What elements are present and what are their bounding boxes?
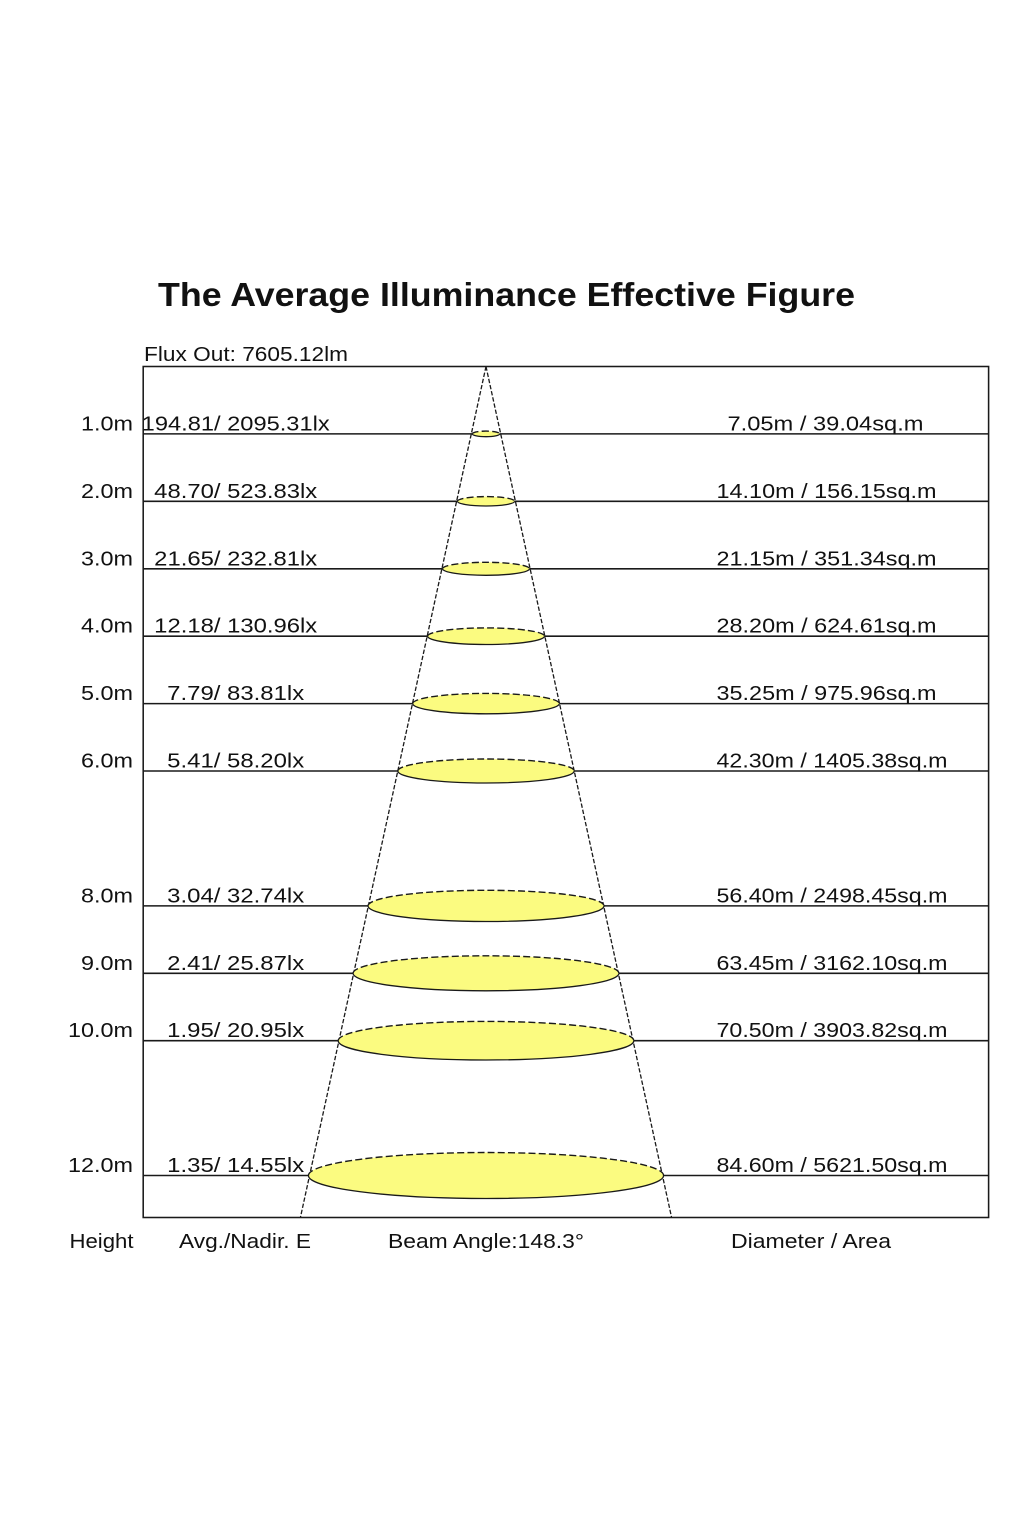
svg-text:4.0m: 4.0m (81, 615, 133, 638)
svg-text:Height: Height (70, 1230, 134, 1253)
svg-text:21.15m / 351.34sq.m: 21.15m / 351.34sq.m (717, 547, 937, 570)
svg-text:7.79/ 83.81lx: 7.79/ 83.81lx (167, 682, 305, 705)
svg-text:Beam Angle:148.3°: Beam Angle:148.3° (388, 1230, 584, 1253)
svg-text:6.0m: 6.0m (81, 750, 133, 773)
svg-text:28.20m / 624.61sq.m: 28.20m / 624.61sq.m (717, 615, 937, 638)
svg-text:Flux Out: 7605.12lm: Flux Out: 7605.12lm (144, 343, 348, 366)
svg-text:12.0m: 12.0m (68, 1154, 133, 1177)
svg-text:35.25m / 975.96sq.m: 35.25m / 975.96sq.m (717, 682, 937, 705)
svg-text:3.0m: 3.0m (81, 547, 133, 570)
svg-text:1.95/ 20.95lx: 1.95/ 20.95lx (167, 1019, 305, 1042)
svg-text:70.50m / 3903.82sq.m: 70.50m / 3903.82sq.m (717, 1019, 948, 1042)
svg-text:5.0m: 5.0m (81, 682, 133, 705)
svg-text:12.18/ 130.96lx: 12.18/ 130.96lx (154, 615, 318, 638)
svg-text:2.0m: 2.0m (81, 480, 133, 503)
svg-text:8.0m: 8.0m (81, 884, 133, 907)
svg-text:3.04/ 32.74lx: 3.04/ 32.74lx (167, 884, 305, 907)
svg-text:5.41/ 58.20lx: 5.41/ 58.20lx (167, 750, 305, 773)
svg-text:194.81/ 2095.31lx: 194.81/ 2095.31lx (142, 412, 331, 435)
svg-text:2.41/ 25.87lx: 2.41/ 25.87lx (167, 952, 305, 975)
svg-text:7.05m / 39.04sq.m: 7.05m / 39.04sq.m (728, 412, 924, 435)
svg-text:1.35/ 14.55lx: 1.35/ 14.55lx (167, 1154, 305, 1177)
svg-text:48.70/ 523.83lx: 48.70/ 523.83lx (154, 480, 318, 503)
svg-text:Diameter / Area: Diameter / Area (731, 1230, 892, 1253)
svg-text:42.30m / 1405.38sq.m: 42.30m / 1405.38sq.m (717, 750, 948, 773)
svg-text:56.40m / 2498.45sq.m: 56.40m / 2498.45sq.m (717, 884, 948, 907)
svg-text:21.65/ 232.81lx: 21.65/ 232.81lx (154, 547, 318, 570)
svg-text:The Average Illuminance Effect: The Average Illuminance Effective Figure (158, 276, 855, 313)
svg-text:1.0m: 1.0m (81, 412, 133, 435)
svg-text:9.0m: 9.0m (81, 952, 133, 975)
svg-text:84.60m / 5621.50sq.m: 84.60m / 5621.50sq.m (717, 1154, 948, 1177)
svg-text:Avg./Nadir. E: Avg./Nadir. E (179, 1230, 311, 1253)
svg-text:14.10m / 156.15sq.m: 14.10m / 156.15sq.m (717, 480, 937, 503)
svg-text:63.45m / 3162.10sq.m: 63.45m / 3162.10sq.m (717, 952, 948, 975)
svg-text:10.0m: 10.0m (68, 1019, 133, 1042)
